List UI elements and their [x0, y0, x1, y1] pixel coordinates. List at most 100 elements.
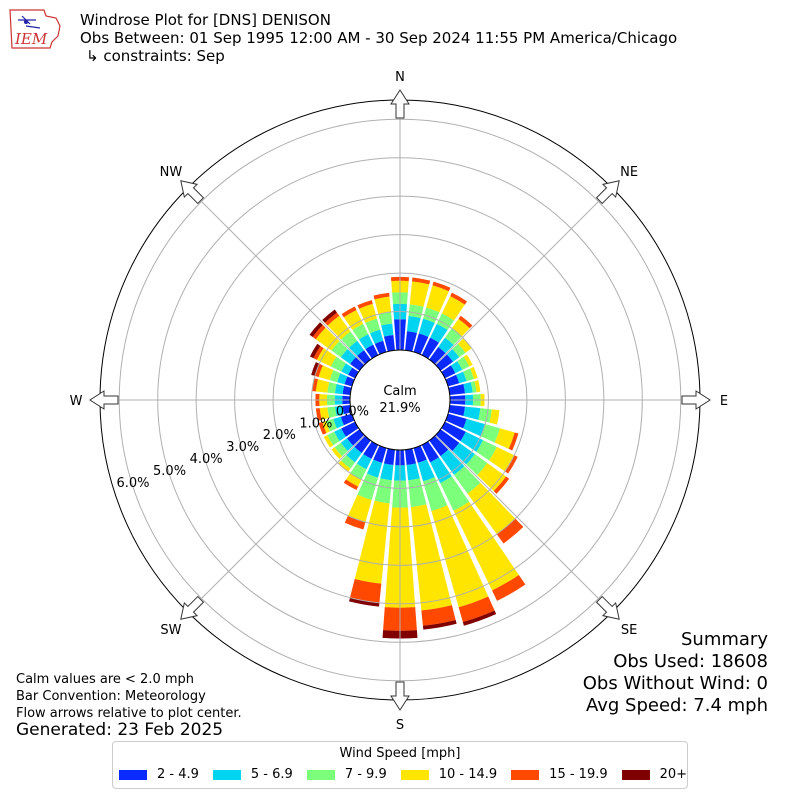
wind-bar-segment — [493, 476, 510, 494]
wind-bar-segment — [349, 578, 382, 603]
legend-swatch — [212, 769, 241, 780]
radial-tick-label: 0.0% — [336, 404, 369, 419]
wind-bar-segment — [340, 349, 356, 365]
wind-bar-segment — [358, 334, 374, 350]
wind-bar-segment — [349, 597, 380, 607]
radial-tick-label: 6.0% — [116, 476, 149, 491]
wind-bar-segment — [504, 455, 518, 474]
legend-item: 5 - 6.9 — [212, 767, 293, 782]
wind-bar-segment — [315, 379, 330, 393]
wind-bar-segment — [457, 356, 470, 370]
radial-tick-label: 4.0% — [190, 452, 223, 467]
wind-bar-segment — [438, 337, 454, 354]
wind-bar-segment — [309, 343, 321, 359]
wind-bar-segment — [480, 424, 500, 443]
wind-bar-segment — [457, 338, 472, 353]
wind-bar-segment — [315, 408, 322, 421]
wind-bar-segment — [413, 333, 429, 355]
wind-bar-segment — [458, 315, 473, 329]
wind-bar-segment — [327, 382, 337, 394]
summary-obs-used: Obs Used: 18608 — [613, 651, 768, 672]
wind-bar-segment — [440, 476, 470, 511]
wind-bar-segment — [406, 463, 420, 481]
wind-bar-segment — [408, 478, 427, 508]
wind-bar-segment — [380, 463, 394, 481]
wind-bar-segment — [313, 345, 324, 360]
wind-bar-segment — [340, 413, 355, 426]
wind-bar-segment — [325, 418, 337, 432]
compass-arrow-shape — [180, 595, 205, 620]
wind-bar-segment — [373, 445, 387, 463]
wind-bar-segment — [410, 504, 452, 611]
wind-bar-segment — [357, 473, 379, 500]
compass-arrows — [89, 89, 711, 711]
wind-bar-segment — [341, 306, 357, 318]
wind-bar-segment — [327, 315, 351, 340]
legend-swatch — [621, 769, 650, 780]
wind-bar-segment — [322, 420, 330, 434]
grid-spoke — [187, 187, 365, 365]
wind-bar-segment — [314, 363, 323, 377]
wind-bar-segment — [452, 442, 475, 465]
wind-bar-segment — [436, 313, 455, 331]
wind-bar-segment — [489, 446, 515, 472]
wind-bar-segment — [448, 383, 466, 395]
wind-bar-segment — [421, 337, 439, 359]
wind-bar-segment — [432, 281, 451, 292]
wind-bar-segment — [496, 518, 524, 544]
wind-bar-segment — [463, 382, 473, 394]
bar-convention-note: Bar Convention: Meteorology — [16, 689, 206, 704]
legend-label: 10 - 14.9 — [438, 767, 498, 782]
wind-bar-segment — [383, 334, 395, 352]
legend-label: 7 - 9.9 — [344, 767, 387, 782]
wind-bar-segment — [426, 285, 449, 313]
wind-bar-segment — [492, 574, 526, 601]
summary-title: Summary — [681, 629, 768, 650]
wind-bar-segment — [354, 500, 390, 584]
wind-bar-segment — [494, 428, 515, 449]
wind-bar-segment — [456, 371, 467, 384]
wind-bar-segment — [334, 428, 346, 442]
wind-bar-segment — [478, 408, 492, 423]
compass-arrow — [180, 595, 205, 620]
wind-bar-segment — [315, 327, 340, 351]
legend-item: 10 - 14.9 — [400, 767, 498, 782]
wind-bar-segment — [333, 416, 344, 429]
legend-item: 15 - 19.9 — [511, 767, 608, 782]
wind-bar-segment — [383, 448, 395, 466]
wind-bar-segment — [343, 479, 359, 491]
wind-bar-segment — [374, 478, 392, 504]
wind-bar-segment — [312, 324, 326, 340]
wind-bar-segment — [341, 331, 358, 348]
wind-bar-segment — [467, 482, 516, 535]
grid-spoke — [435, 187, 613, 365]
wind-bar-segment — [418, 318, 435, 337]
wind-bar-segment — [350, 357, 365, 371]
legend-title: Wind Speed [mph] — [339, 746, 461, 761]
legend-swatch — [306, 769, 335, 780]
wind-bar-segment — [508, 432, 519, 451]
wind-bar-segment — [466, 453, 488, 476]
wind-bar-segment — [346, 429, 365, 446]
constraints-text: ↳ constraints: Sep — [86, 47, 225, 65]
compass-label: W — [70, 394, 83, 409]
legend-swatch — [400, 769, 429, 780]
wind-bar-segment — [341, 363, 353, 375]
compass-arrow — [89, 390, 119, 410]
wind-bar-segment — [344, 515, 366, 530]
wind-bar-segment — [463, 406, 481, 420]
wind-bar-segment — [405, 331, 417, 352]
wind-bar-segment — [344, 376, 355, 387]
wind-bar-segment — [354, 435, 371, 454]
wind-bar-segment — [462, 610, 497, 626]
wind-bar-segment — [453, 466, 481, 494]
legend-item: 2 - 4.9 — [119, 767, 199, 782]
compass-label: E — [720, 394, 728, 409]
legend-label: 2 - 4.9 — [157, 767, 199, 782]
compass-arrow — [681, 390, 711, 410]
wind-bar-segment — [406, 315, 421, 333]
iem-logo: IEM — [9, 9, 61, 49]
wind-bar-segment — [470, 381, 477, 393]
wind-bar-segment — [463, 368, 475, 382]
